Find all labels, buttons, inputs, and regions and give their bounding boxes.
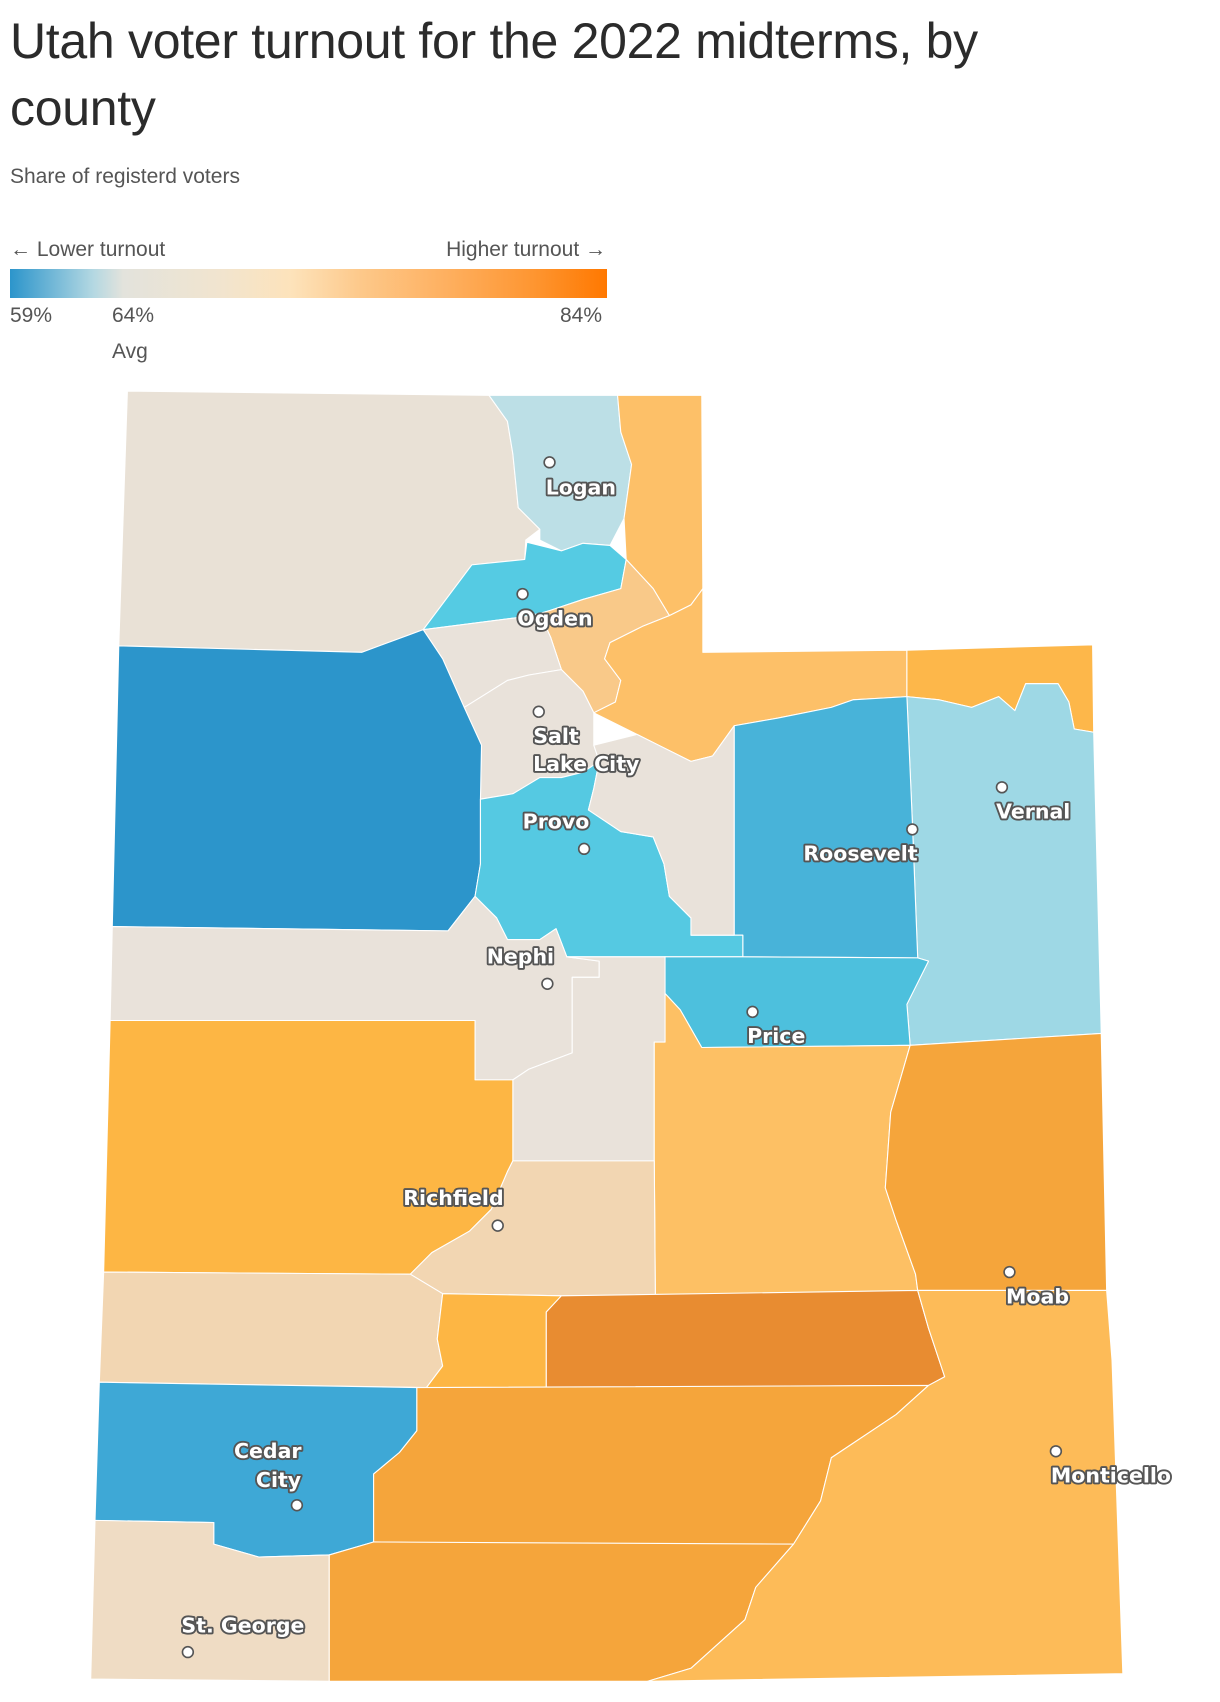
city-dot-icon bbox=[516, 587, 529, 601]
city-label: Salt bbox=[533, 724, 579, 748]
city-provo: Provo bbox=[521, 807, 591, 856]
legend-high-label: Higher turnout → bbox=[446, 238, 606, 261]
legend-min-tick: 59% bbox=[10, 304, 53, 327]
legend-color-scale bbox=[10, 269, 607, 298]
county-tooele[interactable] bbox=[111, 629, 483, 932]
legend-max-tick: 84% bbox=[560, 304, 603, 327]
county-piute[interactable] bbox=[425, 1293, 562, 1389]
city-dot-icon bbox=[541, 977, 554, 991]
county-washington[interactable] bbox=[90, 1519, 330, 1682]
city-label: St. George bbox=[181, 1614, 304, 1638]
county-san-juan[interactable] bbox=[647, 1289, 1124, 1682]
city-label: Roosevelt bbox=[803, 842, 917, 866]
city-monticello: Monticello bbox=[1049, 1445, 1173, 1489]
city-label: Logan bbox=[546, 476, 616, 500]
city-moab: Moab bbox=[1003, 1265, 1071, 1310]
city-dot-icon bbox=[181, 1645, 195, 1659]
city-dot-icon bbox=[906, 823, 919, 836]
counties-layer bbox=[90, 390, 1124, 1682]
city-label: Price bbox=[747, 1024, 805, 1048]
city-ogden: Ogden bbox=[515, 587, 594, 632]
city-label: Provo bbox=[523, 809, 590, 833]
city-price: Price bbox=[745, 1005, 807, 1050]
county-uintah[interactable] bbox=[906, 683, 1102, 1046]
city-vernal: Vernal bbox=[994, 781, 1072, 825]
city-nephi: Nephi bbox=[485, 942, 556, 991]
city-dot-icon bbox=[290, 1499, 304, 1512]
chart-subtitle: Share of registerd voters bbox=[10, 165, 240, 188]
city-label: Ogden bbox=[517, 606, 592, 630]
legend-low-label: ← Lower turnout bbox=[10, 238, 166, 261]
city-label: Vernal bbox=[996, 800, 1070, 824]
county-duchesne[interactable] bbox=[733, 696, 919, 959]
city-dot-icon bbox=[995, 781, 1009, 794]
cities-layer: Logan Ogden Salt Lake City Provo Roosevelt Ver… bbox=[180, 456, 1173, 1659]
city-st-george: St. George bbox=[180, 1612, 306, 1659]
city-richfield: Richfield bbox=[401, 1184, 506, 1232]
county-millard[interactable] bbox=[103, 1019, 514, 1275]
city-label: Moab bbox=[1006, 1284, 1069, 1308]
county-beaver[interactable] bbox=[98, 1271, 444, 1389]
city-dot-icon bbox=[577, 842, 591, 856]
city-label: Richfield bbox=[403, 1186, 503, 1210]
city-dot-icon bbox=[532, 705, 545, 718]
city-label: Nephi bbox=[487, 944, 554, 968]
city-dot-icon bbox=[746, 1005, 759, 1019]
chart-title: Utah voter turnout for the 2022 midterms… bbox=[10, 13, 978, 136]
legend-avg-label: Avg bbox=[112, 340, 148, 363]
city-label: City bbox=[256, 1468, 301, 1492]
county-wasatch[interactable] bbox=[587, 725, 735, 936]
city-dot-icon bbox=[491, 1219, 504, 1232]
city-dot-icon bbox=[1049, 1445, 1063, 1458]
city-dot-icon bbox=[543, 456, 556, 469]
city-logan: Logan bbox=[543, 456, 618, 502]
city-dot-icon bbox=[1003, 1265, 1016, 1279]
city-cedar-city: Cedar City bbox=[232, 1437, 304, 1512]
city-roosevelt: Roosevelt bbox=[802, 823, 920, 868]
city-label: Lake City bbox=[533, 752, 639, 776]
city-label: Cedar bbox=[234, 1439, 302, 1463]
legend-avg-tick: 64% bbox=[112, 304, 155, 327]
county-grand[interactable] bbox=[884, 1032, 1108, 1291]
city-label: Monticello bbox=[1051, 1464, 1171, 1488]
city-salt-lake-city: Salt Lake City bbox=[531, 705, 641, 778]
county-wayne[interactable] bbox=[545, 1289, 946, 1389]
